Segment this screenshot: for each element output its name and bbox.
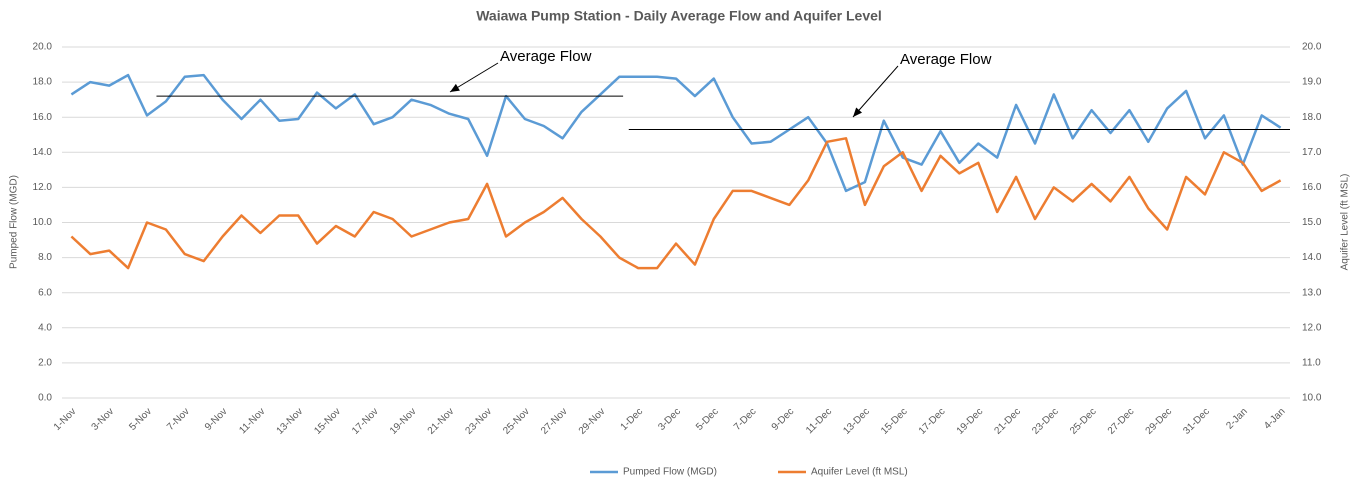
x-tick-label: 9-Dec	[770, 406, 797, 433]
arrow-head	[450, 83, 460, 92]
x-tick-label: 25-Nov	[501, 406, 532, 437]
y2-tick-label: 12.0	[1302, 322, 1322, 333]
x-tick-label: 4-Jan	[1262, 406, 1287, 431]
y2-tick-label: 16.0	[1302, 182, 1322, 193]
x-tick-label: 17-Dec	[917, 406, 948, 437]
x-tick-label: 25-Dec	[1068, 406, 1099, 437]
y-tick-label: 0.0	[38, 393, 52, 404]
line-series	[70, 137, 1282, 270]
y-tick-label: 4.0	[38, 322, 52, 333]
y2-tick-label: 13.0	[1302, 287, 1322, 298]
y2-tick-label: 14.0	[1302, 252, 1322, 263]
y-tick-label: 16.0	[33, 112, 53, 123]
x-tick-label: 7-Dec	[732, 406, 759, 433]
y2-tick-label: 20.0	[1302, 42, 1322, 53]
y-tick-label: 14.0	[33, 147, 53, 158]
y2-tick-label: 18.0	[1302, 112, 1322, 123]
x-tick-label: 21-Dec	[992, 406, 1023, 437]
legend-label: Pumped Flow (MGD)	[623, 467, 717, 478]
y-tick-label: 10.0	[33, 217, 53, 228]
x-tick-label: 1-Nov	[52, 406, 79, 433]
annotation-arrow	[449, 62, 499, 93]
x-tick-label: 27-Dec	[1106, 406, 1137, 437]
y-tick-label: 8.0	[38, 252, 52, 263]
x-tick-label: 9-Nov	[203, 406, 230, 433]
x-tick-label: 11-Nov	[237, 406, 267, 436]
x-tick-label: 11-Dec	[804, 406, 834, 436]
line-series	[70, 73, 1282, 193]
x-tick-label: 23-Dec	[1030, 406, 1061, 437]
x-tick-label: 19-Nov	[388, 406, 419, 437]
y-tick-label: 12.0	[33, 182, 53, 193]
y2-tick-label: 10.0	[1302, 393, 1322, 404]
x-tick-label: 5-Dec	[694, 406, 721, 433]
x-tick-label: 27-Nov	[539, 406, 570, 437]
x-tick-label: 29-Nov	[577, 406, 608, 437]
y-axis-label: Pumped Flow (MGD)	[9, 175, 20, 269]
y2-tick-label: 17.0	[1302, 147, 1322, 158]
y2-tick-label: 11.0	[1302, 358, 1321, 369]
arrow-head	[853, 107, 863, 117]
y-tick-label: 18.0	[33, 77, 53, 88]
y2-tick-label: 15.0	[1302, 217, 1322, 228]
annotation-text: Average Flow	[500, 48, 592, 65]
y-tick-label: 6.0	[38, 287, 52, 298]
x-tick-label: 7-Nov	[165, 406, 192, 433]
chart-title: Waiawa Pump Station - Daily Average Flow…	[476, 8, 882, 24]
y-tick-label: 20.0	[33, 42, 53, 53]
x-tick-label: 13-Nov	[275, 406, 306, 437]
annotation-arrow	[852, 65, 899, 118]
y2-axis-label: Aquifer Level (ft MSL)	[1340, 174, 1351, 271]
x-tick-label: 17-Nov	[350, 406, 381, 437]
x-tick-label: 3-Dec	[656, 406, 683, 433]
y-tick-label: 2.0	[38, 358, 52, 369]
x-tick-label: 3-Nov	[90, 406, 117, 433]
annotation-text: Average Flow	[900, 51, 992, 68]
x-tick-label: 15-Nov	[312, 406, 343, 437]
x-tick-label: 15-Dec	[879, 406, 910, 437]
x-tick-label: 31-Dec	[1181, 406, 1212, 437]
y2-tick-label: 19.0	[1302, 77, 1322, 88]
x-tick-label: 29-Dec	[1144, 406, 1175, 437]
legend-label: Aquifer Level (ft MSL)	[811, 467, 908, 478]
x-tick-label: 23-Nov	[463, 406, 494, 437]
x-tick-label: 19-Dec	[955, 406, 986, 437]
x-tick-label: 2-Jan	[1224, 406, 1249, 431]
x-tick-label: 5-Nov	[127, 406, 154, 433]
x-tick-label: 13-Dec	[841, 406, 872, 437]
x-tick-label: 21-Nov	[426, 406, 457, 437]
x-tick-label: 1-Dec	[619, 406, 646, 433]
